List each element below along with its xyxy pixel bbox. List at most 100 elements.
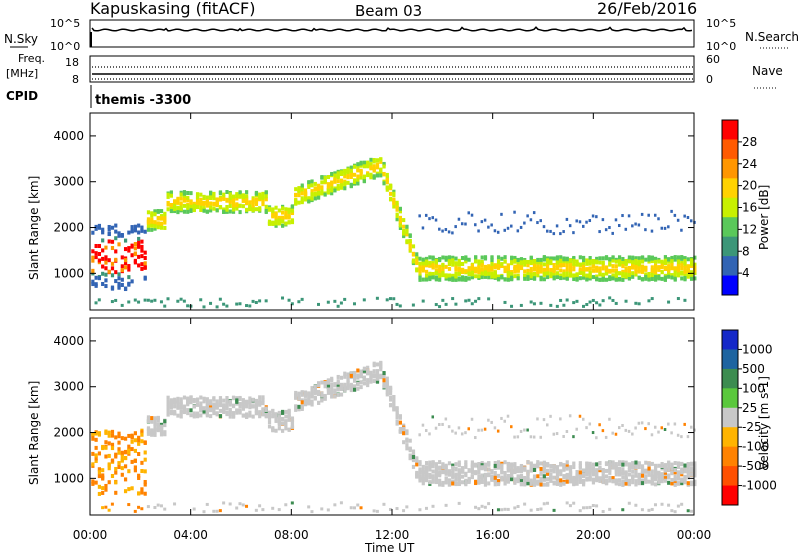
- scatter-cell: [510, 272, 514, 277]
- scatter-cell: [104, 483, 108, 488]
- scatter-cell: [379, 173, 383, 178]
- scatter-cell: [261, 195, 265, 200]
- scatter-cell: [140, 432, 144, 437]
- scatter-cell: [539, 264, 543, 269]
- scatter-cell: [182, 299, 186, 303]
- scatter-cell: [330, 382, 334, 387]
- scatter-cell: [140, 507, 144, 511]
- scatter-cell: [464, 471, 468, 476]
- scatter-cell: [424, 475, 429, 480]
- scatter-cell: [631, 260, 635, 265]
- scatter-cell: [336, 392, 340, 397]
- scatter-cell: [287, 414, 291, 419]
- scatter-cell: [91, 481, 95, 486]
- scatter-cell: [231, 403, 236, 408]
- scatter-cell: [559, 276, 563, 281]
- scatter-cell: [650, 475, 654, 480]
- scatter-cell: [519, 482, 524, 487]
- scatter-cell: [588, 270, 592, 275]
- colorbar-segment: [722, 368, 738, 389]
- scatter-cell: [523, 276, 527, 281]
- scatter-cell: [248, 400, 252, 405]
- scatter-cell: [212, 509, 216, 513]
- scatter-cell: [418, 275, 422, 280]
- scatter-cell: [130, 279, 134, 284]
- scatter-cell: [539, 477, 543, 482]
- scatter-cell: [343, 174, 347, 179]
- scatter-cell: [107, 453, 111, 458]
- scatter-cell: [660, 270, 664, 275]
- scatter-cell: [392, 198, 396, 203]
- scatter-cell: [313, 384, 317, 389]
- scatter-cell: [444, 503, 448, 507]
- scatter-cell: [608, 257, 612, 262]
- scatter-cell: [667, 225, 670, 229]
- scatter-cell: [624, 274, 628, 279]
- scatter-cell: [421, 472, 425, 477]
- scatter-cell: [421, 474, 425, 479]
- scatter-cell: [588, 465, 592, 470]
- scatter-cell: [555, 468, 560, 473]
- scatter-cell: [261, 202, 265, 207]
- scatter-cell: [123, 436, 128, 441]
- noise-left-tick-top: 10^5: [50, 17, 80, 30]
- scatter-cell: [572, 301, 576, 305]
- scatter-cell: [676, 433, 680, 437]
- scatter-cell: [637, 421, 641, 425]
- scatter-cell: [483, 274, 488, 279]
- scatter-cell: [487, 271, 491, 276]
- scatter-cell: [523, 475, 527, 480]
- scatter-cell: [591, 298, 595, 302]
- scatter-cell: [444, 479, 448, 484]
- scatter-cell: [284, 419, 288, 424]
- scatter-cell: [248, 204, 252, 209]
- scatter-cell: [559, 469, 563, 474]
- scatter-cell: [238, 402, 242, 407]
- scatter-cell: [143, 491, 147, 496]
- scatter-cell: [447, 273, 452, 278]
- scatter-cell: [418, 267, 422, 272]
- scatter-cell: [104, 505, 108, 509]
- scatter-cell: [189, 395, 193, 400]
- scatter-cell: [683, 466, 687, 471]
- scatter-cell: [647, 277, 651, 282]
- scatter-cell: [621, 462, 625, 467]
- scatter-cell: [215, 197, 219, 202]
- scatter-cell: [519, 261, 524, 266]
- colorbar-segment: [722, 158, 738, 179]
- scatter-cell: [578, 262, 582, 267]
- scatter-cell: [107, 258, 111, 263]
- scatter-cell: [542, 225, 546, 229]
- scatter-cell: [133, 438, 137, 443]
- scatter-cell: [287, 220, 291, 225]
- scatter-cell: [640, 259, 645, 264]
- scatter-cell: [552, 469, 556, 474]
- scatter-cell: [241, 204, 245, 209]
- scatter-cell: [107, 239, 111, 244]
- scatter-cell: [647, 271, 651, 276]
- scatter-cell: [608, 470, 612, 475]
- scatter-cell: [140, 248, 144, 253]
- scatter-cell: [326, 185, 331, 190]
- scatter-cell: [346, 378, 350, 383]
- scatter-cell: [199, 201, 203, 206]
- scatter-cell: [385, 180, 389, 185]
- scatter-cell: [117, 281, 121, 286]
- scatter-cell: [496, 265, 501, 270]
- scatter-cell: [421, 277, 425, 282]
- scatter-cell: [438, 482, 442, 487]
- scatter-cell: [585, 273, 589, 278]
- scatter-cell: [565, 472, 569, 477]
- scatter-cell: [670, 462, 674, 467]
- scatter-cell: [104, 272, 108, 277]
- scatter-cell: [267, 207, 272, 212]
- scatter-cell: [454, 273, 458, 278]
- scatter-cell: [369, 157, 373, 162]
- scatter-cell: [382, 172, 386, 177]
- scatter-cell: [693, 461, 697, 466]
- scatter-cell: [352, 378, 357, 383]
- scatter-cell: [424, 461, 429, 466]
- scatter-cell: [670, 209, 673, 213]
- scatter-cell: [513, 477, 517, 482]
- scatter-cell: [634, 460, 638, 465]
